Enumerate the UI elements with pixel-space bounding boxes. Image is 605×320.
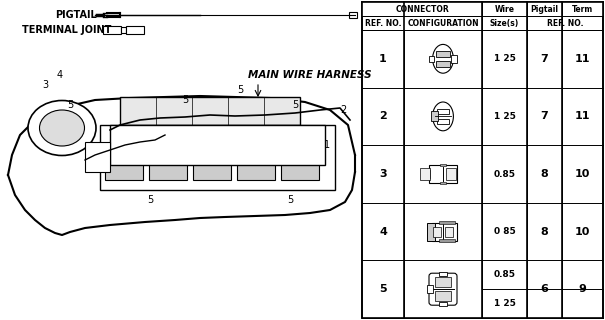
Text: 1: 1: [379, 54, 387, 64]
Text: 5: 5: [182, 95, 188, 105]
Text: 5: 5: [287, 195, 293, 205]
Text: Term: Term: [572, 4, 593, 13]
Bar: [424, 170, 430, 178]
Text: 1 25: 1 25: [494, 54, 515, 63]
Text: 8: 8: [541, 169, 548, 179]
Bar: [562, 2, 603, 16]
Bar: [451, 55, 457, 63]
Text: 4: 4: [57, 70, 63, 80]
Ellipse shape: [433, 102, 453, 131]
Bar: [428, 56, 434, 62]
Bar: [431, 111, 439, 121]
Bar: [433, 227, 441, 236]
Text: 7: 7: [541, 111, 548, 121]
Bar: [427, 285, 433, 293]
Text: 10: 10: [575, 227, 590, 236]
Bar: [437, 109, 449, 114]
FancyBboxPatch shape: [429, 273, 457, 305]
Bar: [445, 227, 453, 236]
Bar: [436, 51, 450, 57]
Bar: [446, 168, 456, 180]
Bar: [439, 272, 447, 276]
Text: TERMINAL JOINT: TERMINAL JOINT: [22, 25, 111, 35]
Bar: [103, 26, 121, 34]
Text: 0.85: 0.85: [494, 170, 515, 179]
Bar: [439, 239, 455, 242]
Bar: [440, 164, 446, 166]
Bar: [439, 221, 455, 224]
Text: MAIN WIRE HARNESS: MAIN WIRE HARNESS: [248, 70, 371, 80]
Text: 1 25: 1 25: [494, 112, 515, 121]
Bar: [427, 223, 435, 241]
Bar: [362, 2, 603, 318]
Bar: [100, 125, 335, 190]
Text: 0 85: 0 85: [494, 227, 515, 236]
Bar: [420, 168, 430, 180]
Text: 1: 1: [324, 140, 330, 150]
Bar: [362, 2, 482, 16]
Text: 2: 2: [340, 105, 346, 115]
Text: 5: 5: [237, 85, 243, 95]
Bar: [437, 119, 449, 124]
Text: 4: 4: [379, 227, 387, 236]
Text: 8: 8: [541, 227, 548, 236]
Bar: [237, 162, 275, 180]
Text: REF. NO.: REF. NO.: [547, 19, 583, 28]
Bar: [439, 302, 447, 306]
Text: 1 25: 1 25: [494, 299, 515, 308]
Text: 5: 5: [379, 284, 387, 294]
Bar: [440, 182, 446, 184]
Text: 10: 10: [575, 169, 590, 179]
Bar: [435, 291, 451, 301]
Bar: [193, 162, 231, 180]
Text: 5: 5: [147, 195, 153, 205]
Bar: [85, 142, 110, 172]
Bar: [432, 223, 457, 241]
Bar: [349, 12, 357, 18]
Text: 7: 7: [541, 54, 548, 64]
Text: 3: 3: [42, 80, 48, 90]
Bar: [435, 277, 451, 287]
Text: Wire: Wire: [494, 4, 514, 13]
Text: 11: 11: [575, 111, 590, 121]
Ellipse shape: [28, 100, 96, 156]
Text: CONFIGURATION: CONFIGURATION: [407, 19, 479, 28]
Text: CONNECTOR: CONNECTOR: [395, 4, 449, 13]
Text: PIGTAIL: PIGTAIL: [55, 10, 97, 20]
Text: 11: 11: [575, 54, 590, 64]
Text: 5: 5: [292, 100, 298, 110]
Text: 0.85: 0.85: [494, 270, 515, 279]
Bar: [281, 162, 319, 180]
Bar: [121, 27, 126, 33]
Text: 3: 3: [379, 169, 387, 179]
Ellipse shape: [433, 44, 453, 73]
Text: 9: 9: [578, 284, 586, 294]
Bar: [149, 162, 187, 180]
Text: 5: 5: [67, 100, 73, 110]
Bar: [429, 165, 457, 183]
Ellipse shape: [39, 110, 85, 146]
Bar: [126, 26, 144, 34]
Text: 2: 2: [379, 111, 387, 121]
Bar: [482, 2, 527, 16]
Bar: [105, 162, 143, 180]
Bar: [120, 97, 300, 125]
Text: 6: 6: [540, 284, 549, 294]
Bar: [110, 125, 325, 165]
Text: Pigtail: Pigtail: [531, 4, 558, 13]
Bar: [436, 61, 450, 67]
Bar: [527, 2, 562, 16]
Text: Size(s): Size(s): [490, 19, 519, 28]
Text: REF. NO.: REF. NO.: [365, 19, 401, 28]
